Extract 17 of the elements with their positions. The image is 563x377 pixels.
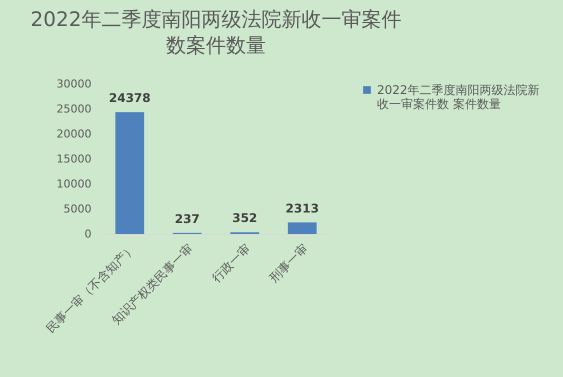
y-tick-label: 20000 xyxy=(56,128,92,140)
data-label: 2313 xyxy=(286,201,319,216)
y-tick-label: 0 xyxy=(84,228,92,240)
x-tick-label: 刑事一审 xyxy=(266,241,311,285)
y-tick-label: 10000 xyxy=(56,178,92,190)
y-tick-label: 30000 xyxy=(56,78,92,90)
bar xyxy=(115,112,144,234)
chart-title: 2022年二季度南阳两级法院新收一审案件数案件数量 xyxy=(30,7,402,57)
data-label: 352 xyxy=(232,211,258,226)
bar xyxy=(288,222,317,234)
y-tick-label: 25000 xyxy=(56,102,92,116)
x-tick-label: 行政一审 xyxy=(209,241,254,285)
data-label: 24378 xyxy=(108,91,151,106)
y-tick-label: 5000 xyxy=(64,202,92,216)
data-label: 237 xyxy=(174,212,200,226)
legend-label: 2022年二季度南阳两级法院新收一审案件数 案件数量 xyxy=(377,83,540,111)
y-tick-label: 15000 xyxy=(56,152,92,166)
